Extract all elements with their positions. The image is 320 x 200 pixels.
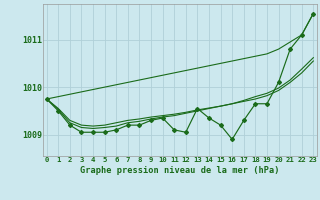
X-axis label: Graphe pression niveau de la mer (hPa): Graphe pression niveau de la mer (hPa) [80, 166, 280, 175]
